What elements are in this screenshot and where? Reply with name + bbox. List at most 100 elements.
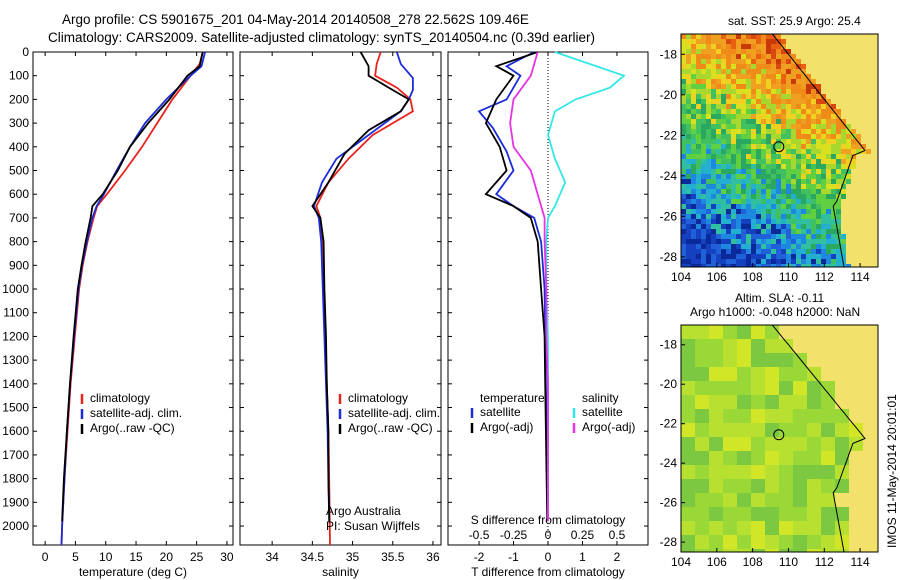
map-cell (831, 239, 836, 244)
map-cell (726, 104, 731, 109)
map-cell (801, 244, 806, 249)
map-cell (686, 94, 691, 99)
map-cell (861, 169, 866, 174)
map-cell (696, 214, 701, 219)
map-cell (681, 437, 695, 451)
map-cell (716, 229, 721, 234)
map-cell (781, 49, 786, 54)
map-cell (826, 209, 831, 214)
map-cell (851, 174, 856, 179)
map-cell (821, 367, 835, 381)
map-cell (771, 94, 776, 99)
map-cell (846, 179, 851, 184)
map-cell (791, 234, 796, 239)
map-cell (779, 437, 793, 451)
map-cell (751, 39, 756, 44)
map-cell (871, 119, 876, 124)
map-cell (791, 189, 796, 194)
map-cell (731, 199, 736, 204)
map-cell (866, 74, 871, 79)
map-cell (721, 79, 726, 84)
map-cell (756, 49, 761, 54)
map-cell (686, 159, 691, 164)
map-cell (716, 244, 721, 249)
map-cell (736, 54, 741, 59)
map-cell (851, 189, 856, 194)
map-cell (691, 249, 696, 254)
map-cell (851, 94, 856, 99)
map-cell (801, 74, 806, 79)
map-cell (786, 199, 791, 204)
map-cell (866, 249, 871, 254)
map-cell (866, 69, 871, 74)
map-cell (816, 124, 821, 129)
map-cell (731, 84, 736, 89)
map-cell (866, 254, 871, 259)
y-tick-label: 1600 (2, 424, 29, 438)
map-cell (709, 451, 723, 465)
map-cell (771, 224, 776, 229)
map-cell (731, 214, 736, 219)
map-cell (761, 89, 766, 94)
map-cell (801, 34, 806, 39)
map-cell (776, 129, 781, 134)
map-cell (746, 224, 751, 229)
map-cell (796, 164, 801, 169)
map-cell (746, 194, 751, 199)
map-cell (836, 239, 841, 244)
legend-title-temperature: temperature (480, 391, 545, 405)
map-cell (721, 104, 726, 109)
map-cell (716, 189, 721, 194)
x-tick-label: 110 (779, 270, 798, 284)
map-cell (866, 119, 871, 124)
map-cell (811, 79, 816, 84)
map-cell (756, 84, 761, 89)
map-cell (771, 189, 776, 194)
map-cell (737, 381, 751, 395)
map-cell (851, 109, 856, 114)
map-cell (826, 154, 831, 159)
map-cell (691, 179, 696, 184)
map-cell (831, 214, 836, 219)
map-cell (701, 34, 706, 39)
map-cell (816, 244, 821, 249)
map-cell (706, 234, 711, 239)
map-cell (861, 64, 866, 69)
map-cell (831, 59, 836, 64)
map-cell (876, 134, 878, 139)
map-cell (766, 99, 771, 104)
map-cell (751, 179, 756, 184)
map-cell (826, 59, 831, 64)
map-cell (776, 159, 781, 164)
map-cell (816, 239, 821, 244)
map-cell (736, 99, 741, 104)
map-cell (796, 194, 801, 199)
map-cell (711, 114, 716, 119)
map-cell (726, 199, 731, 204)
map-cell (776, 224, 781, 229)
map-cell (856, 149, 861, 154)
map-cell (863, 381, 877, 395)
map-cell (851, 184, 856, 189)
map-cell (716, 164, 721, 169)
map-cell (851, 139, 856, 144)
map-cell (751, 139, 756, 144)
map-cell (811, 154, 816, 159)
map-cell (766, 154, 771, 159)
map-cell (866, 199, 871, 204)
map-cell (861, 209, 866, 214)
map-cell (776, 214, 781, 219)
map-cell (781, 94, 786, 99)
map-cell (771, 204, 776, 209)
map-cell (776, 59, 781, 64)
map-cell (721, 159, 726, 164)
map-cell (876, 219, 878, 224)
map-cell (706, 189, 711, 194)
map-cell (771, 199, 776, 204)
map-cell (736, 194, 741, 199)
map-cell (771, 179, 776, 184)
series-line-temperature-argo-adj- (484, 51, 549, 522)
map-cell (856, 64, 861, 69)
map-cell (716, 49, 721, 54)
map-cell (701, 109, 706, 114)
